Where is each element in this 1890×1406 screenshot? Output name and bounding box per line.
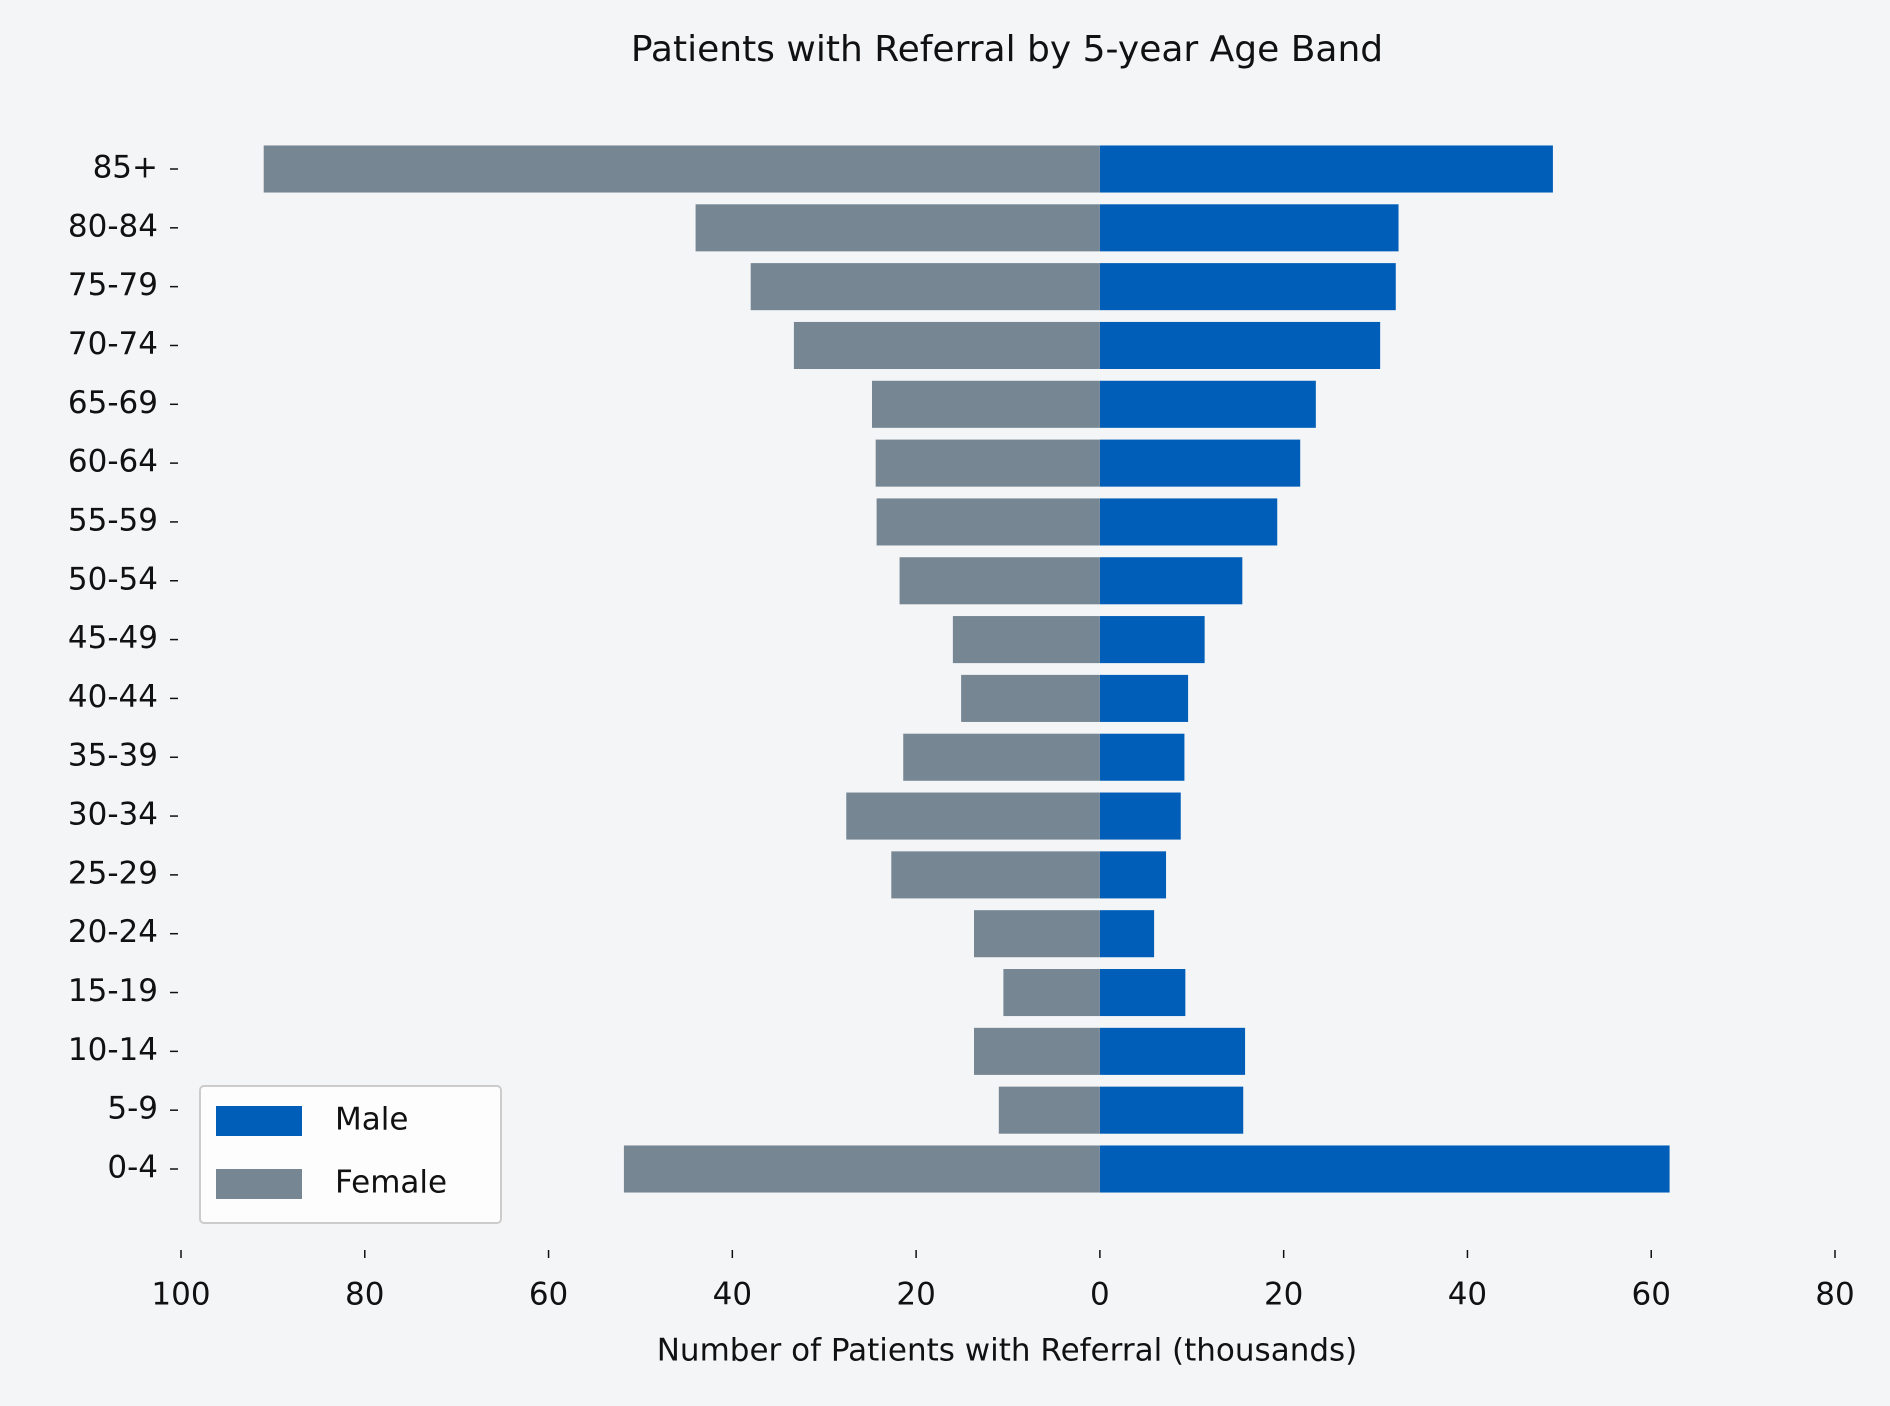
y-tick-label: 35-39 — [68, 738, 158, 774]
x-tick-label: 0 — [1090, 1277, 1110, 1313]
x-tick-label: 40 — [1448, 1277, 1487, 1313]
y-tick-label: 25-29 — [68, 855, 158, 891]
bar — [1099, 439, 1301, 487]
bar — [1099, 733, 1185, 781]
y-tick-label: 5-9 — [107, 1091, 158, 1127]
bar — [872, 380, 1100, 428]
bar — [891, 851, 1100, 899]
bar — [876, 498, 1100, 546]
bar — [1099, 1027, 1246, 1075]
bar — [1099, 204, 1399, 252]
bar — [1099, 263, 1396, 311]
y-tick-label: 40-44 — [68, 679, 158, 715]
bar — [875, 439, 1100, 487]
legend-swatch — [216, 1169, 302, 1199]
bar — [623, 1145, 1100, 1193]
y-tick-label: 15-19 — [68, 973, 158, 1009]
x-axis-label: Number of Patients with Referral (thousa… — [657, 1333, 1358, 1369]
bar — [695, 204, 1100, 252]
bar — [1099, 321, 1381, 369]
bar — [846, 792, 1100, 840]
x-tick-label: 100 — [151, 1277, 210, 1313]
bar — [1099, 969, 1186, 1017]
bar — [263, 145, 1100, 193]
bar — [998, 1086, 1100, 1134]
bar — [1099, 1145, 1670, 1193]
x-tick-label: 80 — [1815, 1277, 1854, 1313]
legend-label: Male — [335, 1102, 408, 1138]
y-tick-label: 20-24 — [68, 914, 158, 950]
legend: Male Female — [199, 1085, 502, 1224]
y-tick-label: 0-4 — [107, 1150, 158, 1186]
bar — [903, 733, 1100, 781]
x-tick-label: 20 — [1264, 1277, 1303, 1313]
bar — [974, 910, 1100, 958]
y-tick-label: 30-34 — [68, 797, 158, 833]
bar — [952, 616, 1100, 664]
y-tick-label: 50-54 — [68, 561, 158, 597]
bar — [899, 557, 1100, 605]
legend-swatch — [216, 1106, 302, 1136]
x-tick-label: 60 — [529, 1277, 568, 1313]
y-tick-label: 10-14 — [68, 1032, 158, 1068]
bar — [793, 321, 1100, 369]
bar — [961, 674, 1100, 722]
bar — [1099, 1086, 1244, 1134]
y-tick-label: 80-84 — [68, 208, 158, 244]
y-tick-label: 45-49 — [68, 620, 158, 656]
chart-title: Patients with Referral by 5-year Age Ban… — [631, 29, 1383, 70]
x-tick-label: 40 — [713, 1277, 752, 1313]
bar — [1099, 674, 1189, 722]
y-tick-label: 75-79 — [68, 267, 158, 303]
x-tick-label: 20 — [896, 1277, 935, 1313]
legend-label: Female — [335, 1165, 447, 1201]
bar — [1099, 380, 1316, 428]
bar — [1099, 498, 1278, 546]
y-tick-label: 55-59 — [68, 502, 158, 538]
bar — [1099, 557, 1243, 605]
bar — [1099, 616, 1205, 664]
bar — [1099, 792, 1181, 840]
bar — [1099, 851, 1167, 899]
bar — [1099, 145, 1553, 193]
y-tick-label: 85+ — [93, 150, 158, 186]
x-tick-label: 60 — [1631, 1277, 1670, 1313]
bar — [1099, 910, 1155, 958]
y-tick-label: 65-69 — [68, 385, 158, 421]
y-tick-label: 60-64 — [68, 444, 158, 480]
bar — [1003, 969, 1100, 1017]
y-tick-label: 70-74 — [68, 326, 158, 362]
x-tick-label: 80 — [345, 1277, 384, 1313]
bar — [750, 263, 1100, 311]
bar — [974, 1027, 1100, 1075]
